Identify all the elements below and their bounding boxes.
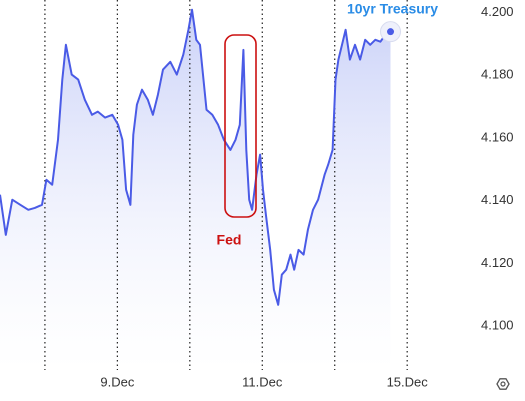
y-tick-label: 4.120	[481, 255, 514, 270]
hexagon[interactable]	[496, 378, 510, 390]
annotation-box	[224, 34, 257, 218]
y-tick-label: 4.100	[481, 318, 514, 333]
plot: 10yr Treasury 4.100 4.120 4.140 4.160 4.180 4.…	[0, 0, 514, 389]
series-label: 10yr Treasury	[347, 1, 438, 17]
x-tick-label: 11.Dec	[242, 374, 283, 389]
y-tick-label: 4.200	[481, 4, 514, 19]
y-tick-label: 4.140	[481, 192, 514, 207]
area-fill	[0, 9, 391, 370]
settings-icon[interactable]	[496, 378, 510, 390]
end-point	[387, 28, 395, 36]
series-line	[0, 8, 392, 306]
x-tick-label: 15.Dec	[387, 374, 429, 389]
y-tick-label: 4.180	[481, 67, 514, 82]
y-tick-label: 4.160	[481, 129, 514, 144]
annotation: Fed	[217, 232, 242, 248]
hexagon-dot[interactable]	[500, 381, 506, 387]
x-tick-label: 9.Dec	[100, 374, 134, 389]
